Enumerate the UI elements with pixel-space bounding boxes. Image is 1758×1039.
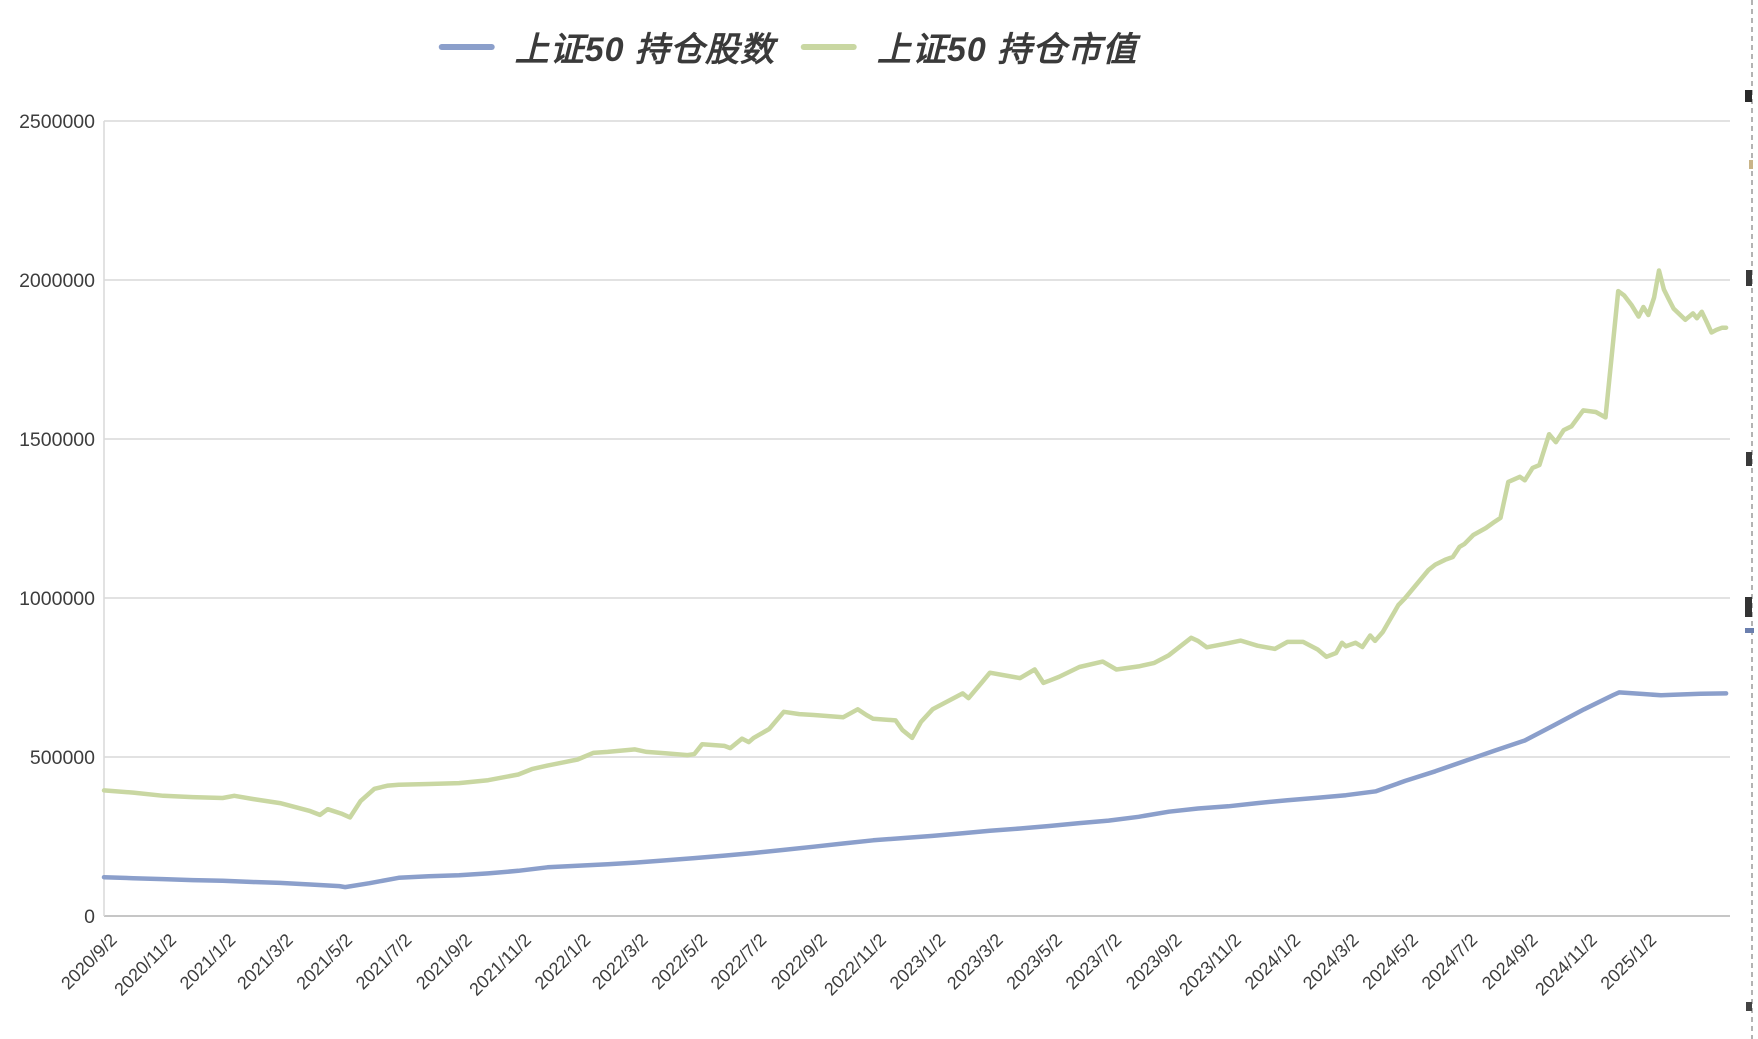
clipped-window-edge [1742, 0, 1758, 1039]
x-axis-tick-label: 2023/1/2 [886, 930, 950, 994]
x-axis-tick-label: 2020/11/2 [110, 930, 180, 1000]
y-axis-tick-label: 1000000 [19, 588, 95, 610]
y-axis-tick-label: 0 [84, 906, 95, 928]
x-axis-tick-label: 2022/5/2 [647, 930, 711, 994]
x-axis-tick-label: 2022/1/2 [531, 930, 595, 994]
x-axis-tick-label: 2021/3/2 [233, 930, 297, 994]
clipped-text-fragment [1745, 90, 1752, 102]
legend-item-shares[interactable]: 上证50 持仓股数 [438, 22, 775, 71]
series-line-shares [101, 690, 1729, 890]
x-axis-tick-label: 2023/3/2 [943, 930, 1007, 994]
x-axis-tick-label: 2024/11/2 [1531, 930, 1601, 1000]
clipped-text-fragment [1746, 270, 1752, 286]
legend-label-market-value: 上证50 持仓市值 [877, 31, 1138, 69]
chart-legend: 上证50 持仓股数 上证50 持仓市值 [438, 22, 1138, 71]
y-axis-tick-label: 1500000 [19, 429, 95, 451]
legend-item-market-value[interactable]: 上证50 持仓市值 [801, 22, 1137, 71]
x-axis-tick-label: 2021/5/2 [292, 930, 356, 994]
legend-label-shares: 上证50 持仓股数 [514, 31, 775, 69]
clipped-text-fragment [1749, 160, 1753, 169]
y-axis-tick-label: 2000000 [19, 270, 95, 292]
y-axis-tick-label: 2500000 [19, 111, 95, 133]
x-axis-tick-label: 2024/5/2 [1358, 930, 1422, 994]
dashed-selection-border [1751, 0, 1753, 1039]
x-axis-tick-label: 2021/1/2 [176, 930, 240, 994]
y-axis-tick-label: 500000 [30, 747, 95, 769]
clipped-text-fragment [1746, 1002, 1752, 1011]
x-axis-tick-label: 2022/3/2 [588, 930, 652, 994]
x-axis-tick-label: 2023/7/2 [1062, 930, 1126, 994]
x-axis-tick-label: 2023/5/2 [1002, 930, 1066, 994]
clipped-text-fragment [1745, 628, 1754, 633]
clipped-text-fragment [1746, 452, 1752, 466]
x-axis-tick-label: 2021/7/2 [352, 930, 416, 994]
x-axis-tick-label: 2021/11/2 [465, 930, 535, 1000]
x-axis-tick-label: 2022/11/2 [820, 930, 890, 1000]
legend-line-swatch-blue [438, 43, 495, 50]
clipped-text-fragment [1745, 597, 1752, 617]
x-axis-tick-label: 2024/1/2 [1241, 930, 1305, 994]
x-axis-tick-label: 2025/1/2 [1597, 930, 1661, 994]
legend-line-swatch-green [801, 43, 857, 50]
x-axis-tick-label: 2022/7/2 [707, 930, 771, 994]
series-line-market-value [101, 268, 1729, 820]
x-axis-tick-label: 2024/3/2 [1299, 930, 1363, 994]
x-axis-tick-label: 2023/11/2 [1175, 930, 1245, 1000]
x-axis-tick-label: 2024/7/2 [1418, 930, 1482, 994]
